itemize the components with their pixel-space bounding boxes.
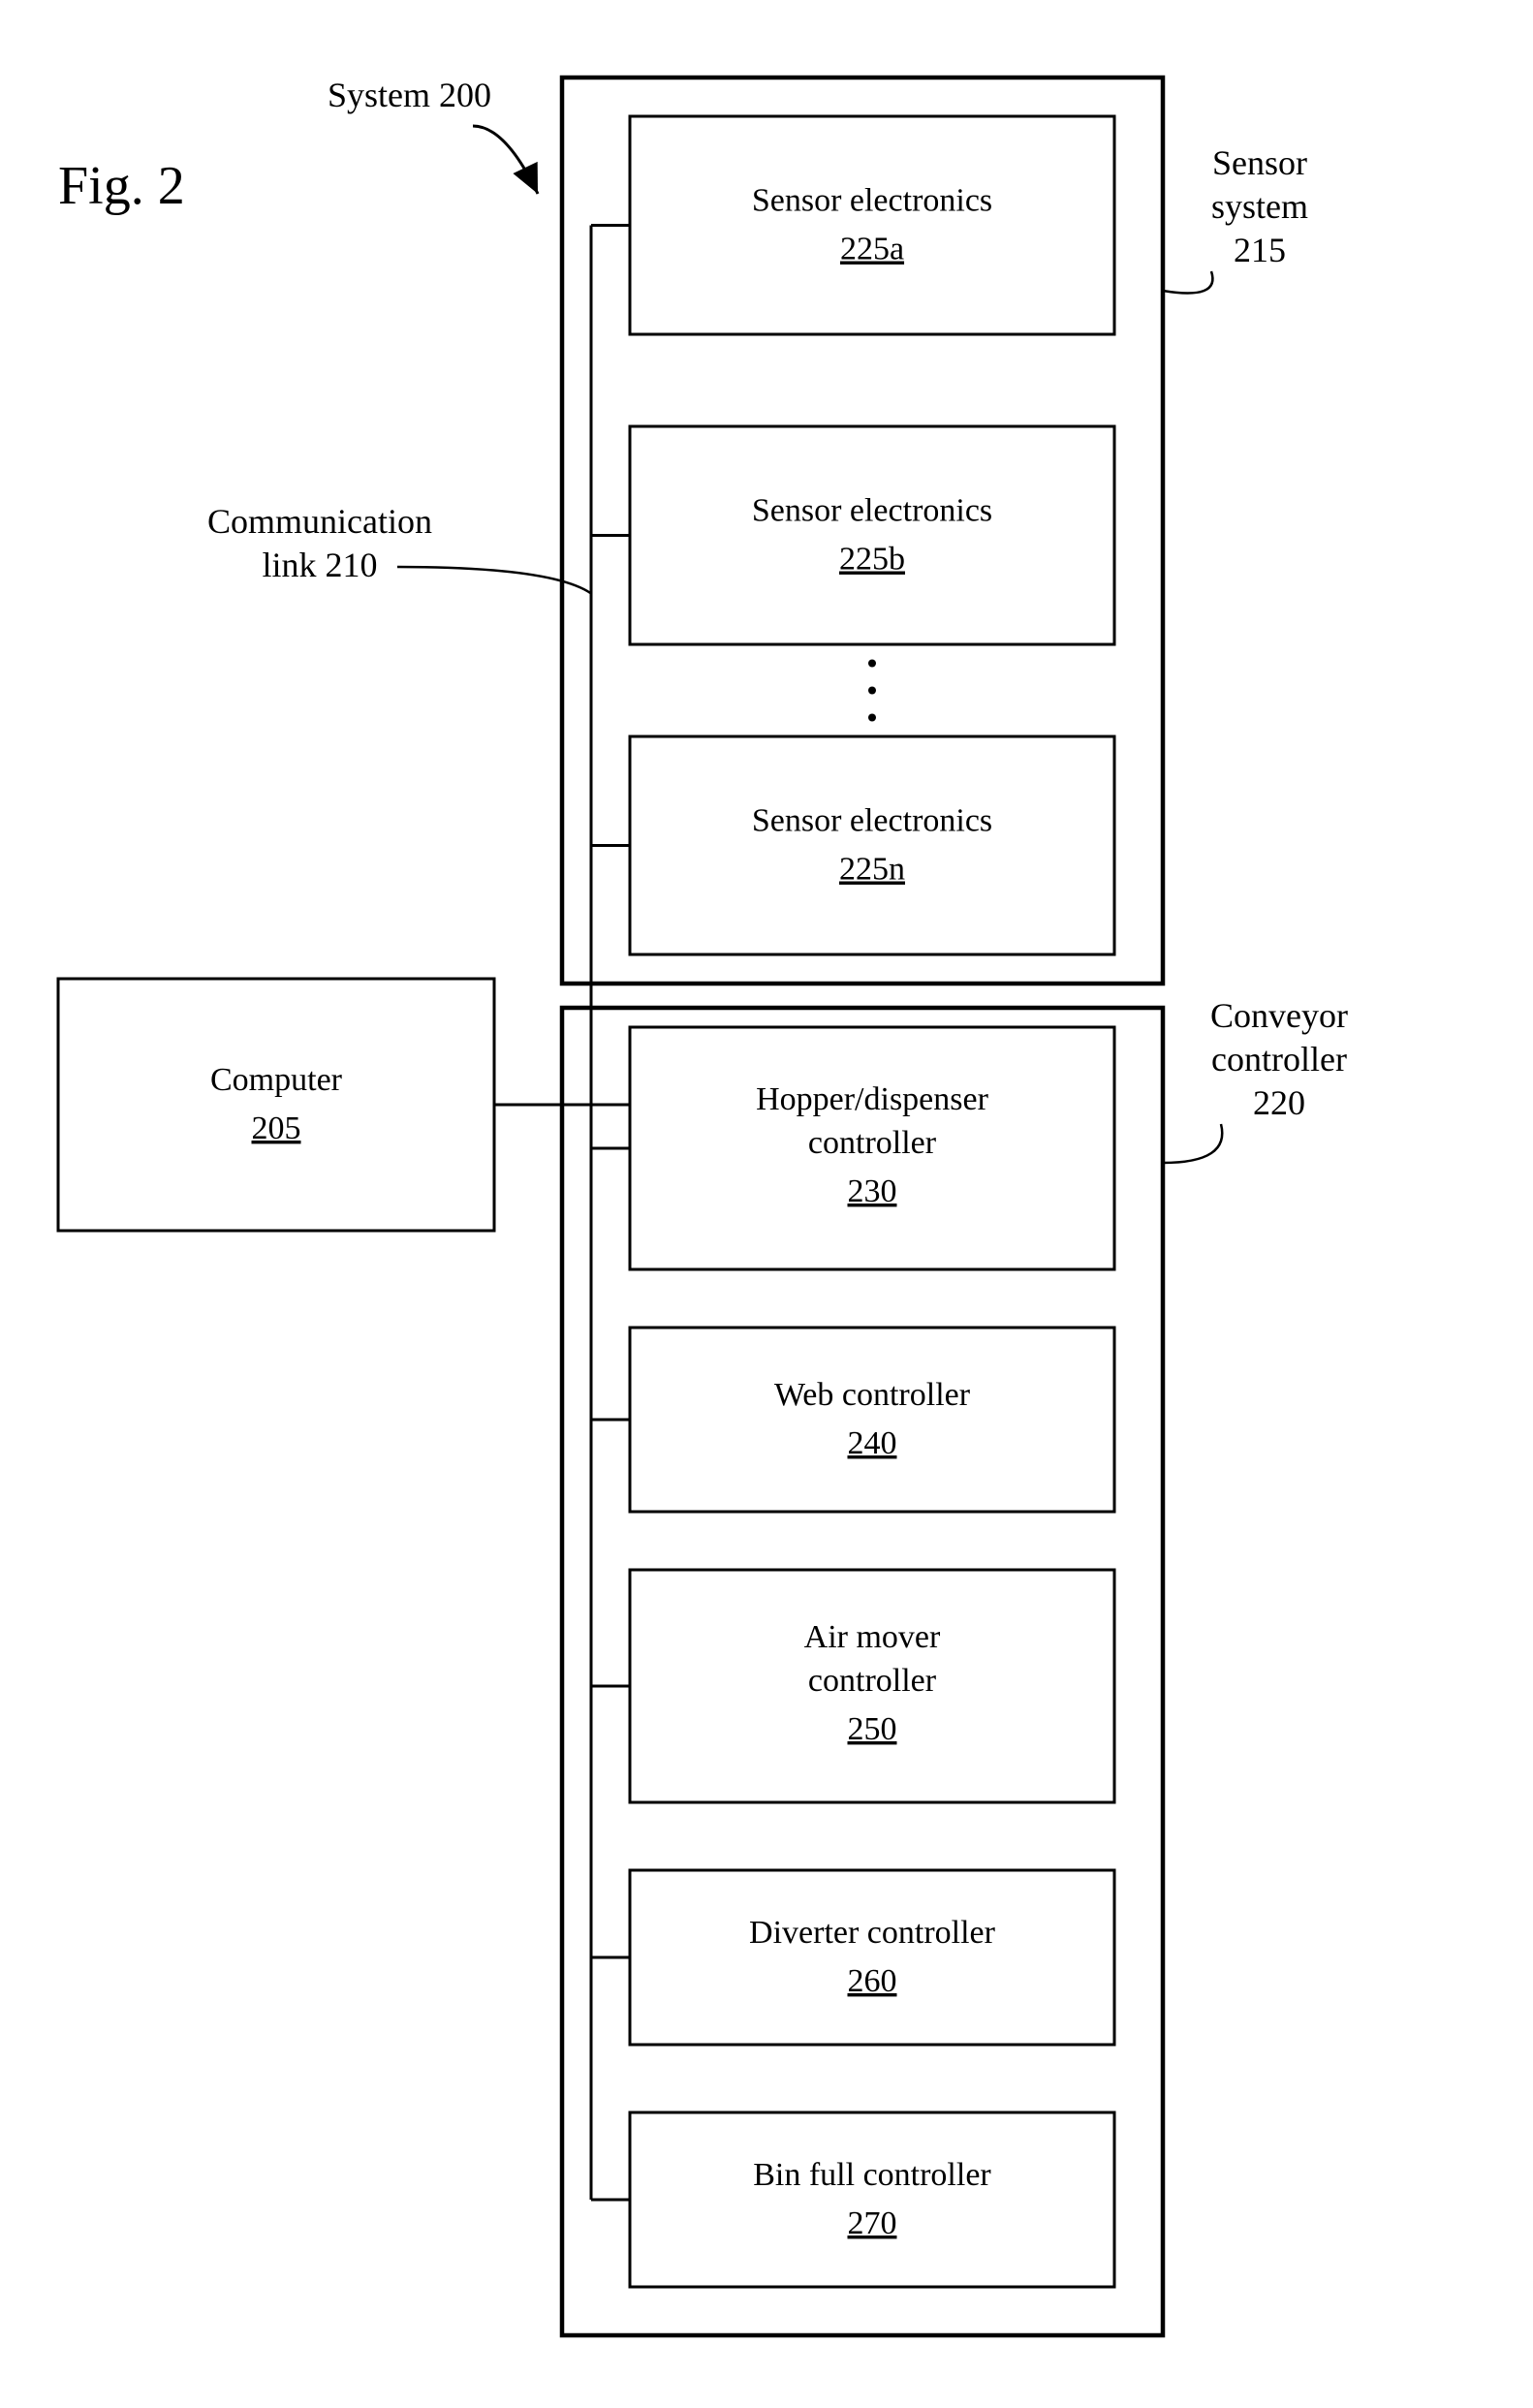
conveyor-sub-label1-2: Air mover [804,1619,941,1655]
sensor-electronics-num-0: 225a [840,232,904,267]
sensor-electronics-label-0: Sensor electronics [752,183,992,219]
conveyor-sub-box-1 [630,1328,1114,1512]
system-label: System 200 [328,76,491,114]
conveyor-controller-label-2: controller [1211,1040,1347,1079]
conveyor-sub-box-4 [630,2112,1114,2287]
conveyor-sub-num-4: 270 [848,2205,897,2241]
ellipsis-dot [868,660,876,668]
comm-link-label-1: Communication [207,502,432,541]
computer-box [58,979,494,1231]
conveyor-controller-num: 220 [1253,1083,1305,1122]
conveyor-sub-box-3 [630,1870,1114,2045]
sensor-electronics-label-1: Sensor electronics [752,493,992,529]
conveyor-sub-label1-4: Bin full controller [753,2157,991,2193]
system-arrowhead [513,162,538,194]
ellipsis-dot [868,714,876,722]
conveyor-sub-label1-3: Diverter controller [749,1915,996,1951]
sensor-electronics-num-1: 225b [839,542,905,578]
conveyor-sub-num-1: 240 [848,1425,897,1461]
conveyor-sub-num-0: 230 [848,1173,897,1209]
ellipsis-dot [868,687,876,695]
conveyor-controller-label-1: Conveyor [1210,996,1348,1035]
sensor-system-label-2: system [1211,187,1308,226]
conveyor-sub-label1-1: Web controller [774,1377,971,1413]
sensor-system-label-1: Sensor [1212,143,1307,182]
conveyor-sub-label2-2: controller [808,1663,937,1699]
sensor-system-num: 215 [1234,231,1286,269]
sensor-electronics-label-2: Sensor electronics [752,803,992,839]
conveyor-sub-label1-0: Hopper/dispenser [756,1081,989,1117]
conveyor-sub-label2-0: controller [808,1125,937,1161]
figure-title: Fig. 2 [58,156,185,216]
sensor-electronics-box-0 [630,116,1114,334]
computer-label: Computer [210,1062,343,1098]
sensor-electronics-box-1 [630,426,1114,644]
comm-link-label-2: link 210 [262,546,377,584]
conveyor-controller-leader [1163,1124,1222,1163]
conveyor-sub-num-3: 260 [848,1963,897,1999]
sensor-system-leader [1163,271,1212,294]
sensor-electronics-box-2 [630,736,1114,954]
conveyor-sub-num-2: 250 [848,1711,897,1747]
sensor-electronics-num-2: 225n [839,852,905,888]
computer-num: 205 [252,1110,301,1146]
